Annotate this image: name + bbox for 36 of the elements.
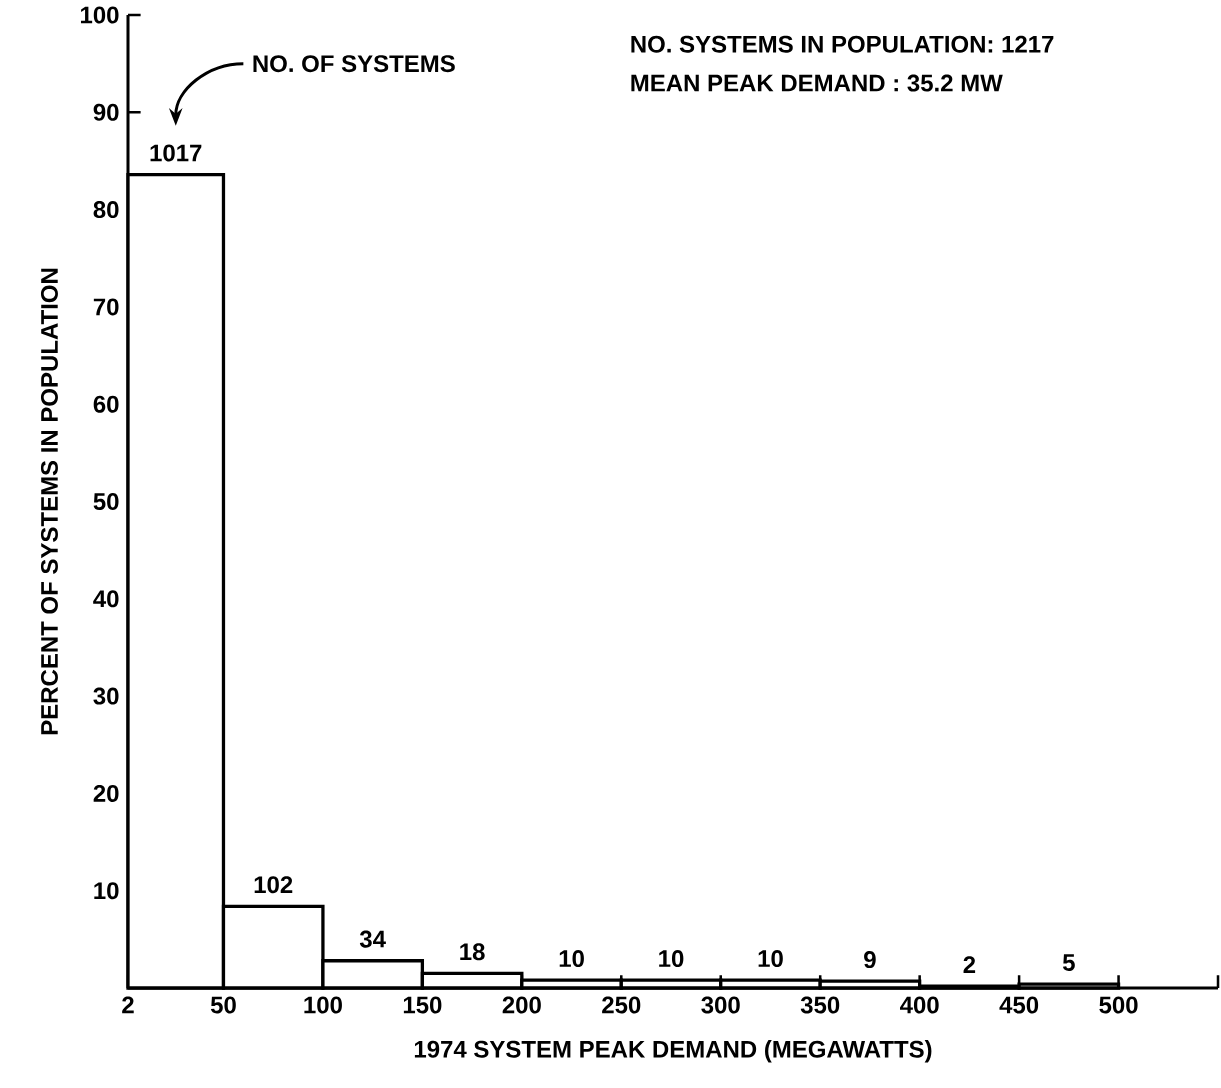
annotation: 34: [359, 930, 386, 948]
x-tick-label: 50: [210, 996, 236, 1014]
annotation: 18: [460, 943, 485, 961]
annotation: 10: [559, 950, 584, 968]
annotation: 5: [1062, 954, 1075, 971]
annotation: 9: [864, 951, 876, 969]
x-tick-label: 200: [502, 996, 541, 1014]
y-tick-label: 70: [93, 298, 119, 316]
annotation: 10: [659, 950, 684, 968]
x-tick-label: 2: [122, 996, 134, 1014]
y-tick-label: 20: [93, 784, 119, 802]
y-tick-label: 60: [93, 395, 119, 413]
x-tick-label: 250: [602, 996, 641, 1014]
annotation: NO. SYSTEMS IN POPULATION: 1217: [631, 35, 1054, 53]
x-axis-title: 1974 SYSTEM PEAK DEMAND (MEGAWATTS): [414, 1040, 932, 1063]
y-tick-label: 10: [94, 882, 119, 900]
annotation: 2: [963, 956, 976, 973]
y-axis-title: PERCENT OF SYSTEMS IN POPULATION: [40, 268, 58, 735]
y-tick-label: 100: [80, 6, 119, 24]
x-tick-label: 500: [1099, 996, 1138, 1014]
y-tick-label: 50: [93, 493, 119, 510]
y-tick-label: 40: [93, 590, 119, 608]
y-tick-label: 80: [93, 201, 119, 219]
x-tick-label: 100: [304, 996, 342, 1014]
annotation: NO. OF SYSTEMS: [253, 55, 455, 73]
x-tick-label: 300: [701, 996, 740, 1014]
annotation: 10: [758, 950, 783, 968]
annotation: 102: [254, 876, 293, 894]
annotation: MEAN PEAK DEMAND : 35.2 MW: [631, 74, 1003, 92]
annotation: 1017: [150, 144, 202, 162]
y-tick-label: 90: [93, 103, 119, 121]
x-tick-label: 450: [999, 996, 1039, 1014]
x-tick-label: 400: [900, 996, 939, 1014]
x-tick-label: 350: [800, 996, 840, 1014]
x-tick-label: 150: [403, 996, 442, 1014]
y-tick-label: 30: [93, 687, 119, 705]
